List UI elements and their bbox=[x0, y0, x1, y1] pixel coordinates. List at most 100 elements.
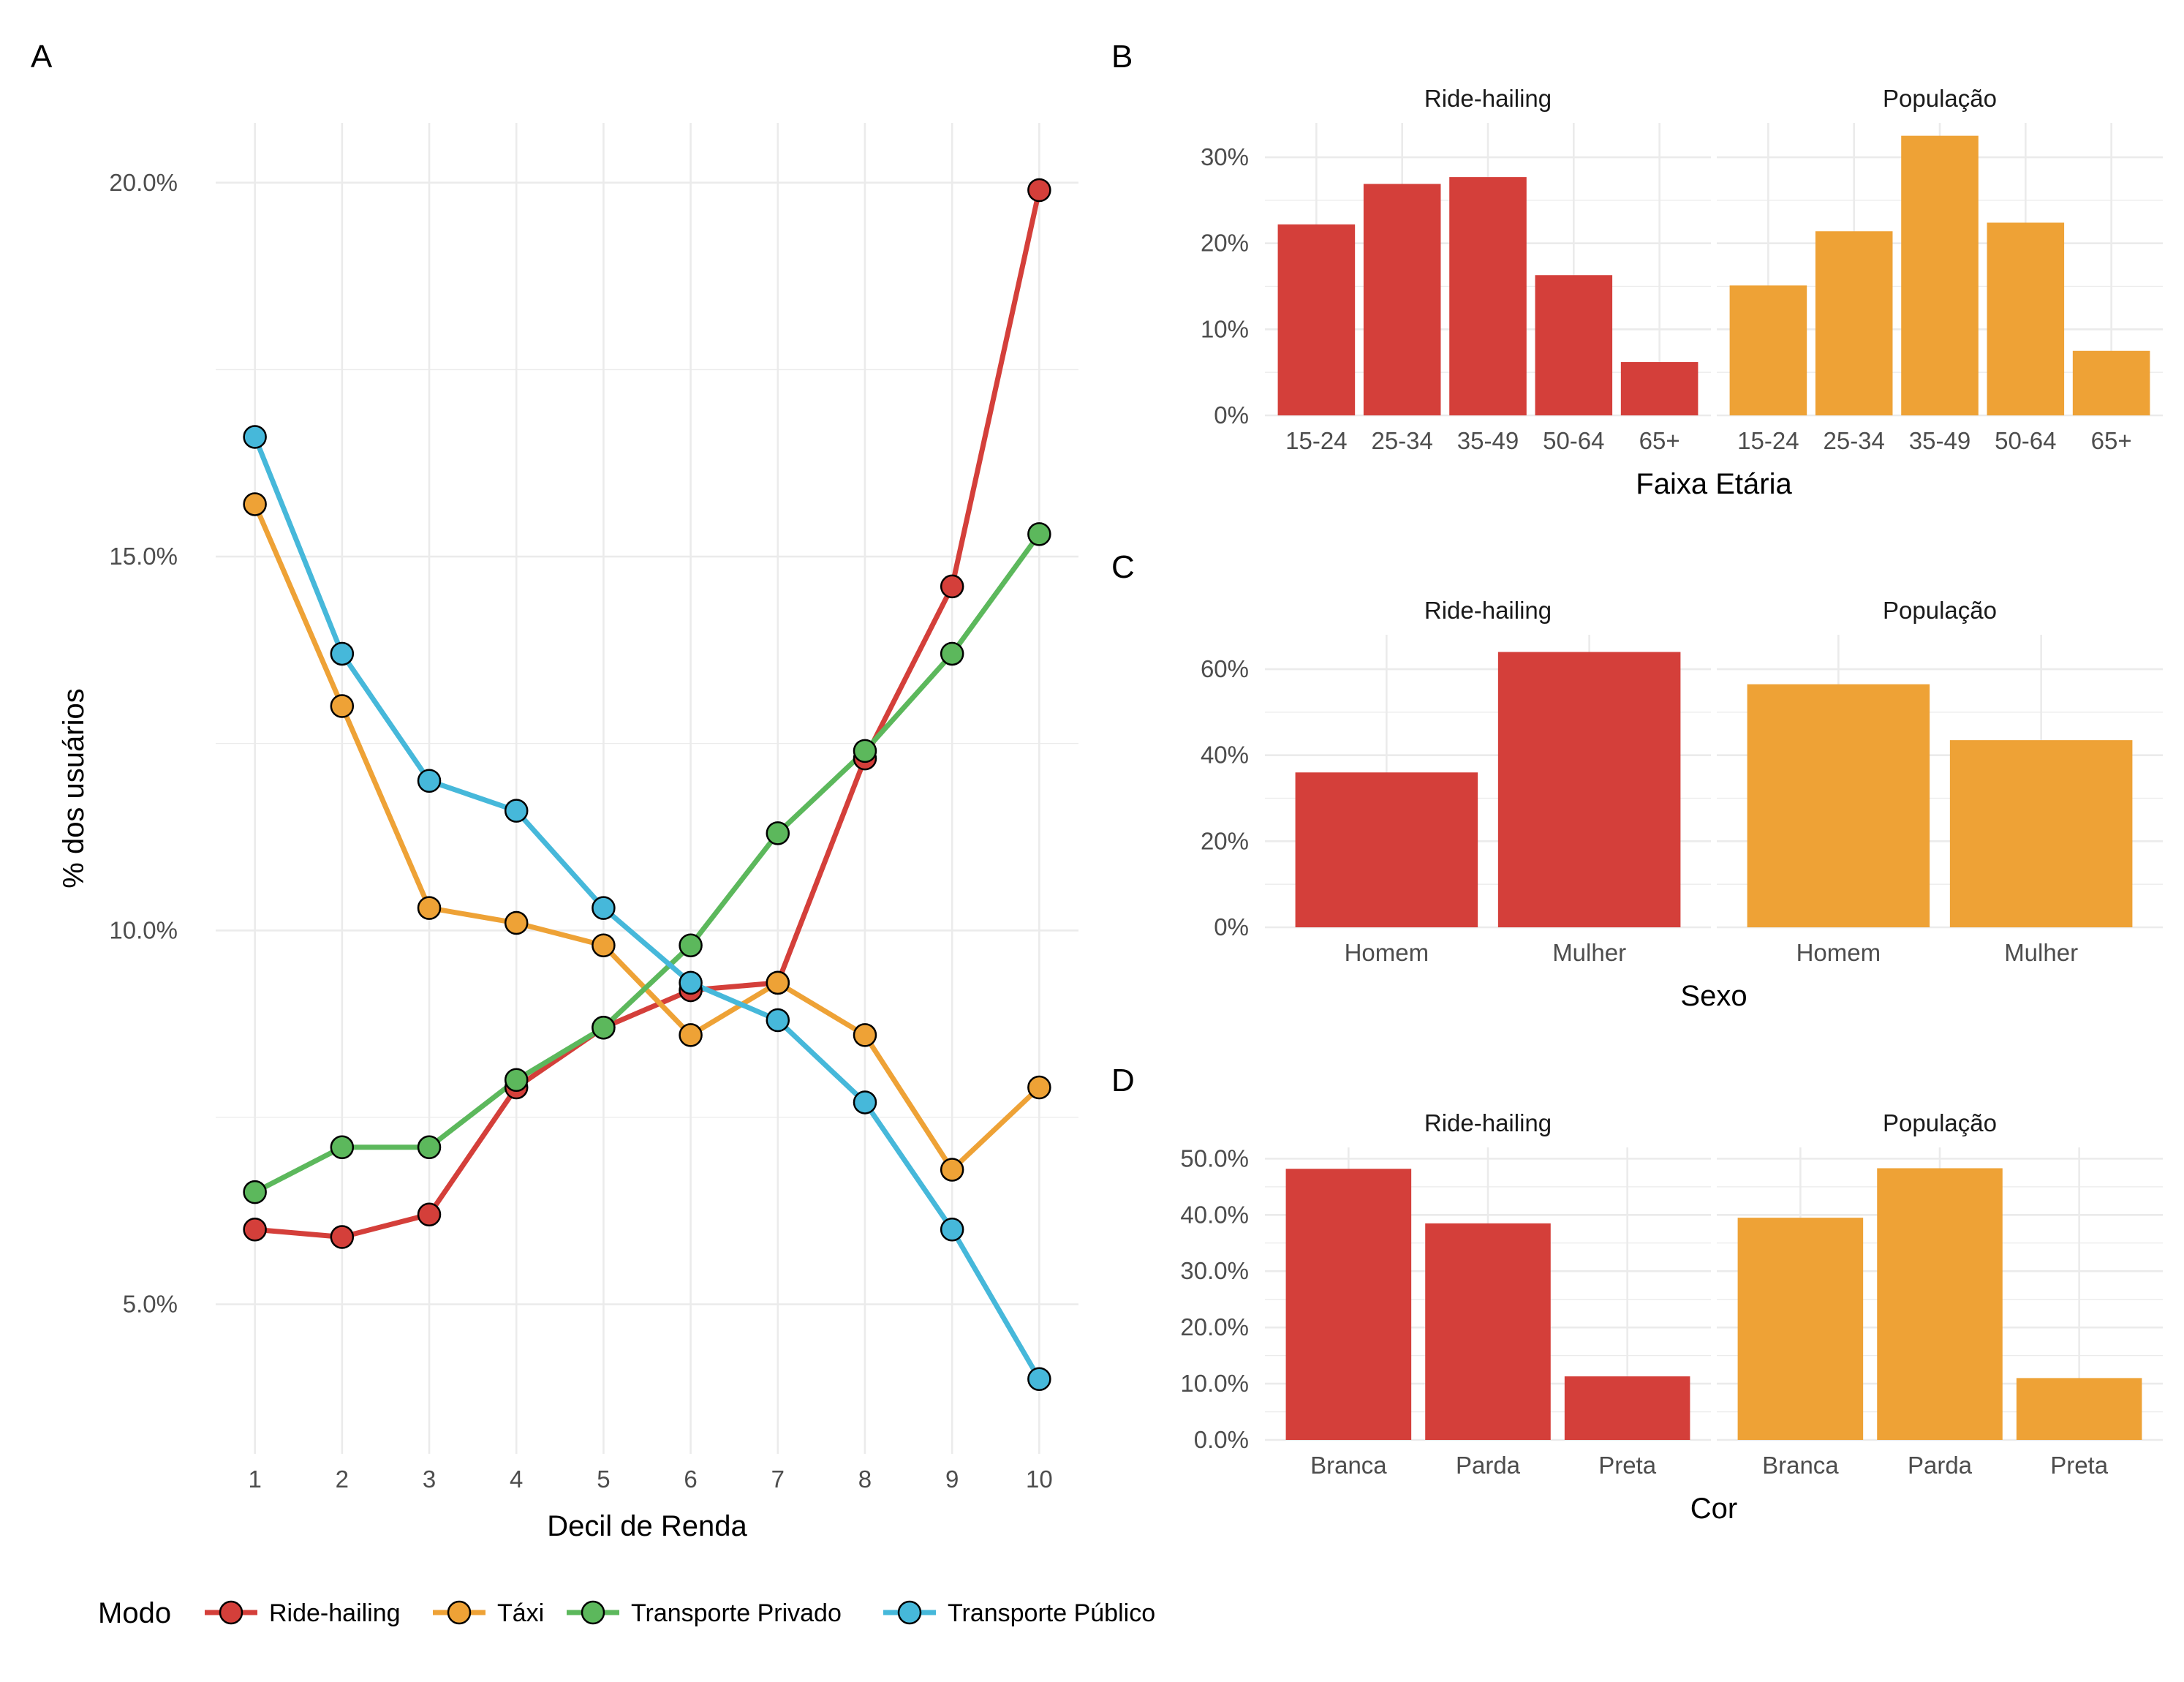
x-tick-label: Homem bbox=[1796, 939, 1881, 966]
data-point bbox=[940, 574, 964, 599]
y-tick-label: 20.0% bbox=[1180, 1313, 1249, 1340]
series-line bbox=[252, 501, 1042, 1172]
y-tick-label: 5.0% bbox=[123, 1291, 178, 1318]
bar bbox=[1815, 231, 1893, 415]
bar bbox=[2072, 350, 2150, 415]
facet-strip-label: Ride-hailing bbox=[1424, 597, 1552, 624]
facet-strip-label: População bbox=[1883, 1109, 1997, 1136]
data-point bbox=[679, 1023, 703, 1047]
x-tick-label: 15-24 bbox=[1285, 427, 1347, 454]
x-axis-title: Faixa Etária bbox=[1636, 468, 1792, 500]
data-point bbox=[940, 641, 964, 666]
y-tick-label: 30% bbox=[1201, 143, 1249, 170]
x-tick-label: 4 bbox=[510, 1466, 523, 1493]
data-point bbox=[243, 1218, 267, 1242]
legend-item-label: Transporte Público bbox=[948, 1599, 1155, 1627]
y-tick-label: 0% bbox=[1214, 401, 1249, 429]
y-tick-label: 20.0% bbox=[109, 169, 178, 196]
bar bbox=[1285, 1169, 1412, 1440]
x-tick-label: 8 bbox=[858, 1466, 872, 1493]
bar bbox=[1620, 362, 1699, 415]
bar bbox=[1425, 1223, 1551, 1440]
panel-d: D 0.0% 10.0% 20.0% 30.0% 40.0% 50.0% Ride-haili… bbox=[1111, 1063, 2163, 1525]
y-tick-label: 10.0% bbox=[1180, 1370, 1249, 1397]
panel-c: C 0% 20% 40% 60% Ride-hailing Homem Mulher Popul… bbox=[1111, 549, 2163, 1012]
bar bbox=[1877, 1168, 2003, 1440]
legend-title: Modo bbox=[98, 1597, 171, 1629]
data-point bbox=[853, 1090, 877, 1115]
data-point bbox=[243, 425, 267, 449]
data-point bbox=[1027, 1367, 1051, 1392]
panel-letter-b: B bbox=[1111, 39, 1133, 75]
legend-key-point bbox=[897, 1600, 922, 1625]
bar bbox=[1363, 184, 1441, 415]
data-point bbox=[679, 970, 703, 995]
data-point bbox=[417, 1135, 442, 1160]
x-tick-label: Branca bbox=[1310, 1452, 1387, 1479]
legend-key-point bbox=[447, 1600, 472, 1625]
bar bbox=[1901, 135, 1979, 415]
legend-key-point bbox=[581, 1600, 605, 1625]
data-point bbox=[766, 970, 790, 995]
y-tick-label: 0.0% bbox=[1194, 1426, 1249, 1453]
x-tick-label: 7 bbox=[771, 1466, 785, 1493]
bar bbox=[1564, 1376, 1690, 1440]
x-tick-label: Parda bbox=[1908, 1452, 1973, 1479]
x-tick-label: 5 bbox=[597, 1466, 610, 1493]
x-tick-label: 3 bbox=[423, 1466, 436, 1493]
x-tick-label: Preta bbox=[2050, 1452, 2109, 1479]
data-point bbox=[330, 1225, 355, 1249]
bar bbox=[1535, 275, 1613, 415]
data-point bbox=[504, 799, 529, 823]
bar bbox=[1987, 222, 2065, 415]
legend-item-label: Transporte Privado bbox=[631, 1599, 842, 1627]
data-point bbox=[853, 1023, 877, 1047]
facet-strip-label: Ride-hailing bbox=[1424, 85, 1552, 112]
x-tick-label: 25-34 bbox=[1371, 427, 1432, 454]
panel-letter-d: D bbox=[1111, 1063, 1135, 1098]
data-point bbox=[1027, 522, 1051, 546]
legend-key-point bbox=[219, 1600, 243, 1625]
series-line bbox=[252, 187, 1042, 1240]
panel-letter-c: C bbox=[1111, 549, 1135, 585]
x-tick-label: 1 bbox=[248, 1466, 261, 1493]
x-tick-label: Preta bbox=[1598, 1452, 1657, 1479]
x-tick-label: 10 bbox=[1026, 1466, 1053, 1493]
data-point bbox=[853, 739, 877, 763]
y-tick-label: 40.0% bbox=[1180, 1201, 1249, 1228]
y-tick-label: 20% bbox=[1201, 230, 1249, 257]
data-point bbox=[417, 769, 442, 793]
x-tick-label: Homem bbox=[1345, 939, 1429, 966]
bar bbox=[1737, 1218, 1864, 1440]
x-tick-label: Branca bbox=[1762, 1452, 1839, 1479]
bar bbox=[1747, 684, 1930, 927]
data-point bbox=[504, 910, 529, 935]
panel-b: B 0% 10% 20% 30% Ride-hailing 15-24 25-34 35-49 5… bbox=[1111, 39, 2163, 500]
x-axis-title: Cor bbox=[1690, 1493, 1737, 1525]
x-tick-label: 50-64 bbox=[1543, 427, 1604, 454]
x-tick-label: Mulher bbox=[1552, 939, 1626, 966]
data-point bbox=[1027, 1075, 1051, 1100]
y-tick-label: 15.0% bbox=[109, 543, 178, 570]
data-point bbox=[330, 641, 355, 666]
data-point bbox=[1027, 178, 1051, 203]
data-point bbox=[592, 1015, 616, 1040]
bar bbox=[1295, 772, 1478, 927]
data-point bbox=[766, 821, 790, 845]
x-tick-label: 15-24 bbox=[1737, 427, 1799, 454]
x-tick-label: 65+ bbox=[2091, 427, 2132, 454]
x-tick-label: 35-49 bbox=[1457, 427, 1519, 454]
bar bbox=[1729, 285, 1807, 415]
bar bbox=[2016, 1378, 2142, 1440]
x-tick-label: 9 bbox=[945, 1466, 959, 1493]
data-point bbox=[330, 1135, 355, 1160]
series-line bbox=[252, 434, 1042, 1382]
y-tick-label: 40% bbox=[1201, 742, 1249, 769]
data-point bbox=[679, 933, 703, 957]
x-tick-label: 25-34 bbox=[1823, 427, 1884, 454]
x-tick-label: 2 bbox=[336, 1466, 349, 1493]
data-point bbox=[417, 896, 442, 920]
data-point bbox=[940, 1158, 964, 1182]
bar bbox=[1949, 740, 2133, 927]
